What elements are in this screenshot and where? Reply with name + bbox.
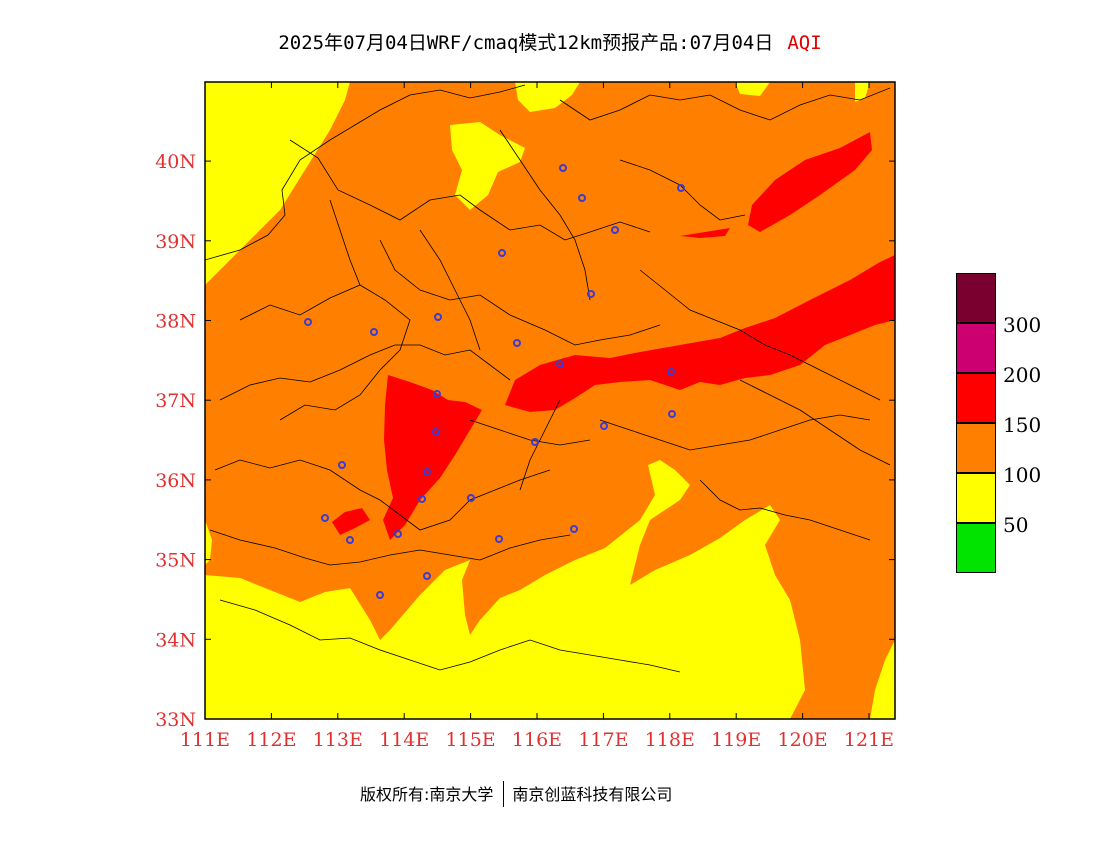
copyright-company: 南京创蓝科技有限公司	[512, 785, 673, 804]
admin-boundaries	[205, 84, 891, 673]
aqi-red-central-plume	[383, 375, 482, 540]
legend-label-200: 200	[1003, 363, 1042, 387]
aqi-yellow-northwest	[205, 82, 350, 285]
lon-label: 115E	[446, 729, 496, 751]
aqi-yellow-north-top	[515, 82, 580, 112]
lat-label: 39N	[155, 231, 196, 253]
longitude-axis: 111E 112E 113E 114E 115E 116E 117E 118E 119E 120E…	[180, 82, 894, 751]
title-main: 2025年07月04日WRF/cmaq模式12km预报产品:07月04日	[278, 32, 774, 54]
aqi-yellow-northeast-corner	[855, 82, 870, 102]
aqi-yellow-south	[205, 460, 805, 719]
aqi-yellow-west-edge	[205, 520, 212, 565]
lon-label: 120E	[778, 729, 828, 751]
legend-swatch-good	[956, 523, 996, 573]
map-plot-area	[205, 82, 895, 719]
title-variable: AQI	[787, 32, 822, 54]
lat-label: 35N	[155, 550, 196, 572]
aqi-yellow-north-patch	[450, 122, 525, 210]
lon-label: 121E	[844, 729, 894, 751]
lon-label: 111E	[180, 729, 230, 751]
copyright-owner: 版权所有:南京大学	[360, 785, 494, 804]
lat-label: 40N	[155, 151, 196, 173]
aqi-yellow-southeast-corner	[870, 640, 895, 719]
aqi-red-northeast-dash	[680, 228, 730, 238]
legend-swatch-sensitive	[956, 423, 996, 473]
lon-label: 117E	[578, 729, 628, 751]
legend-label-100: 100	[1003, 463, 1042, 487]
map-title: 2025年07月04日WRF/cmaq模式12km预报产品:07月04日 AQI	[0, 28, 1100, 55]
legend-label-50: 50	[1003, 513, 1029, 537]
lat-label: 34N	[155, 629, 196, 651]
legend-swatch-hazardous	[956, 273, 996, 323]
aqi-yellow-northeast-top	[735, 82, 770, 96]
aqi-red-west-blob	[332, 508, 370, 535]
legend-swatch-very-unhealthy	[956, 323, 996, 373]
legend-swatch-unhealthy	[956, 373, 996, 423]
lon-label: 113E	[313, 729, 363, 751]
city-markers	[304, 164, 685, 599]
legend-swatch-moderate	[956, 473, 996, 523]
legend-label-150: 150	[1003, 413, 1042, 437]
footer-divider	[503, 780, 505, 807]
latitude-axis: 33N 34N 35N 36N 37N 38N 39N 40N	[155, 151, 895, 731]
lon-label: 114E	[379, 729, 429, 751]
lon-label: 116E	[512, 729, 562, 751]
lat-label: 37N	[155, 390, 196, 412]
legend-label-300: 300	[1003, 313, 1042, 337]
lon-label: 119E	[711, 729, 761, 751]
aqi-red-northeast-band	[748, 132, 872, 232]
lat-label: 36N	[155, 470, 196, 492]
lat-label: 38N	[155, 311, 196, 333]
lon-label: 112E	[246, 729, 296, 751]
lon-label: 118E	[645, 729, 695, 751]
copyright-footer: 版权所有:南京大学 南京创蓝科技有限公司	[360, 780, 673, 809]
lat-label: 33N	[155, 709, 196, 731]
aqi-red-east-band	[505, 255, 895, 412]
